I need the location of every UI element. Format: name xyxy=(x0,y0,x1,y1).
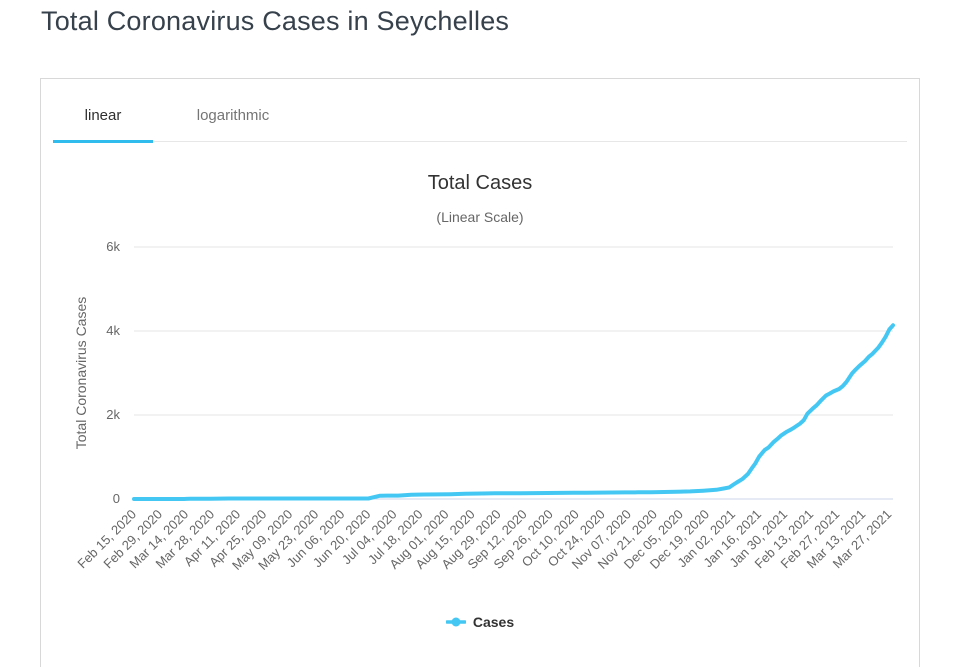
y-tick-label: 2k xyxy=(106,407,120,422)
page-title: Total Coronavirus Cases in Seychelles xyxy=(41,6,510,36)
legend-line-marker-icon xyxy=(445,617,466,627)
tab-linear[interactable]: linear xyxy=(53,93,153,143)
scale-tab-bar: linear logarithmic xyxy=(53,93,907,143)
cases-line[interactable] xyxy=(132,323,895,501)
y-axis-title: Total Coronavirus Cases xyxy=(73,297,89,450)
chart-card: linear logarithmic 0 2k 4k 6k Feb 15, 2020 Fe… xyxy=(40,78,920,667)
active-tab-underline xyxy=(53,140,153,143)
tab-logarithmic-label: logarithmic xyxy=(196,107,270,124)
chart-title: Total Cases xyxy=(428,172,533,194)
tab-logarithmic[interactable]: logarithmic xyxy=(153,93,313,141)
y-tick-label: 0 xyxy=(113,491,120,506)
y-tick-label: 4k xyxy=(106,323,120,338)
legend-cases[interactable]: Cases xyxy=(41,611,919,633)
y-tick-label: 6k xyxy=(106,239,120,254)
legend-label: Cases xyxy=(472,614,515,630)
tab-linear-label: linear xyxy=(84,107,122,124)
chart-subtitle: (Linear Scale) xyxy=(436,209,523,225)
